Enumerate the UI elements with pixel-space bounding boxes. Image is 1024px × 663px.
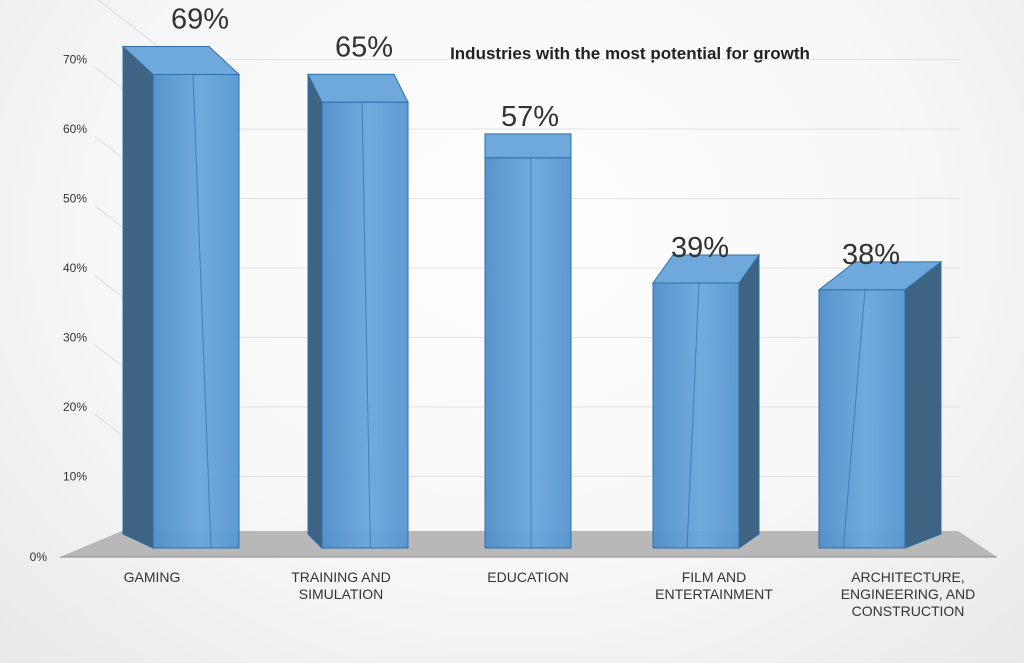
bar-front: [484, 157, 572, 549]
x-axis: GAMING TRAINING AND SIMULATION EDUCATION FIL…: [124, 569, 976, 619]
bar: [652, 253, 760, 549]
y-tick-label: 70%: [63, 53, 87, 67]
bar-front: [152, 73, 240, 549]
bar-edge: [361, 102, 371, 549]
bar-edge: [192, 74, 212, 549]
y-tick-label: 40%: [63, 261, 87, 275]
bars: [121, 45, 943, 550]
x-tick-label: TRAINING AND SIMULATION: [291, 569, 391, 602]
y-tick-label: 50%: [63, 192, 87, 206]
bar-side: [738, 253, 760, 549]
bar-top: [484, 133, 572, 159]
bar: [817, 260, 943, 549]
data-label: 39%: [671, 232, 729, 264]
bar-top: [307, 73, 409, 103]
data-label: 69%: [171, 3, 229, 35]
data-labels: 69% 65% 57% 39% 38%: [171, 3, 900, 270]
y-tick-label: 30%: [63, 331, 87, 345]
y-axis: 0% 10% 20% 30% 40% 50% 60% 70%: [30, 53, 88, 565]
y-tick-label: 20%: [63, 400, 87, 414]
data-label: 65%: [335, 31, 393, 63]
bar: [484, 133, 572, 549]
x-tick-label: GAMING: [124, 569, 181, 585]
x-tick-label: EDUCATION: [487, 569, 568, 585]
data-label: 38%: [842, 239, 900, 271]
bar-front: [321, 101, 409, 549]
bar-side: [904, 260, 942, 549]
y-tick-label: 60%: [63, 122, 87, 136]
y-tick-label: 10%: [63, 470, 87, 484]
chart-title: Industries with the most potential for g…: [450, 44, 810, 63]
bar-front: [818, 289, 906, 549]
y-tick-label: 0%: [30, 550, 48, 564]
x-tick-label: ARCHITECTURE, ENGINEERING, AND CONSTRUCTIO…: [841, 569, 976, 619]
bar-front: [652, 282, 740, 549]
data-label: 57%: [501, 101, 559, 133]
x-tick-label: FILM AND ENTERTAINMENT: [655, 569, 773, 602]
bar: [307, 73, 409, 550]
bar-side: [307, 74, 323, 550]
bar-side: [122, 45, 154, 549]
bar-edge: [842, 289, 866, 549]
bar-edge: [686, 282, 700, 549]
bar: [121, 45, 241, 549]
